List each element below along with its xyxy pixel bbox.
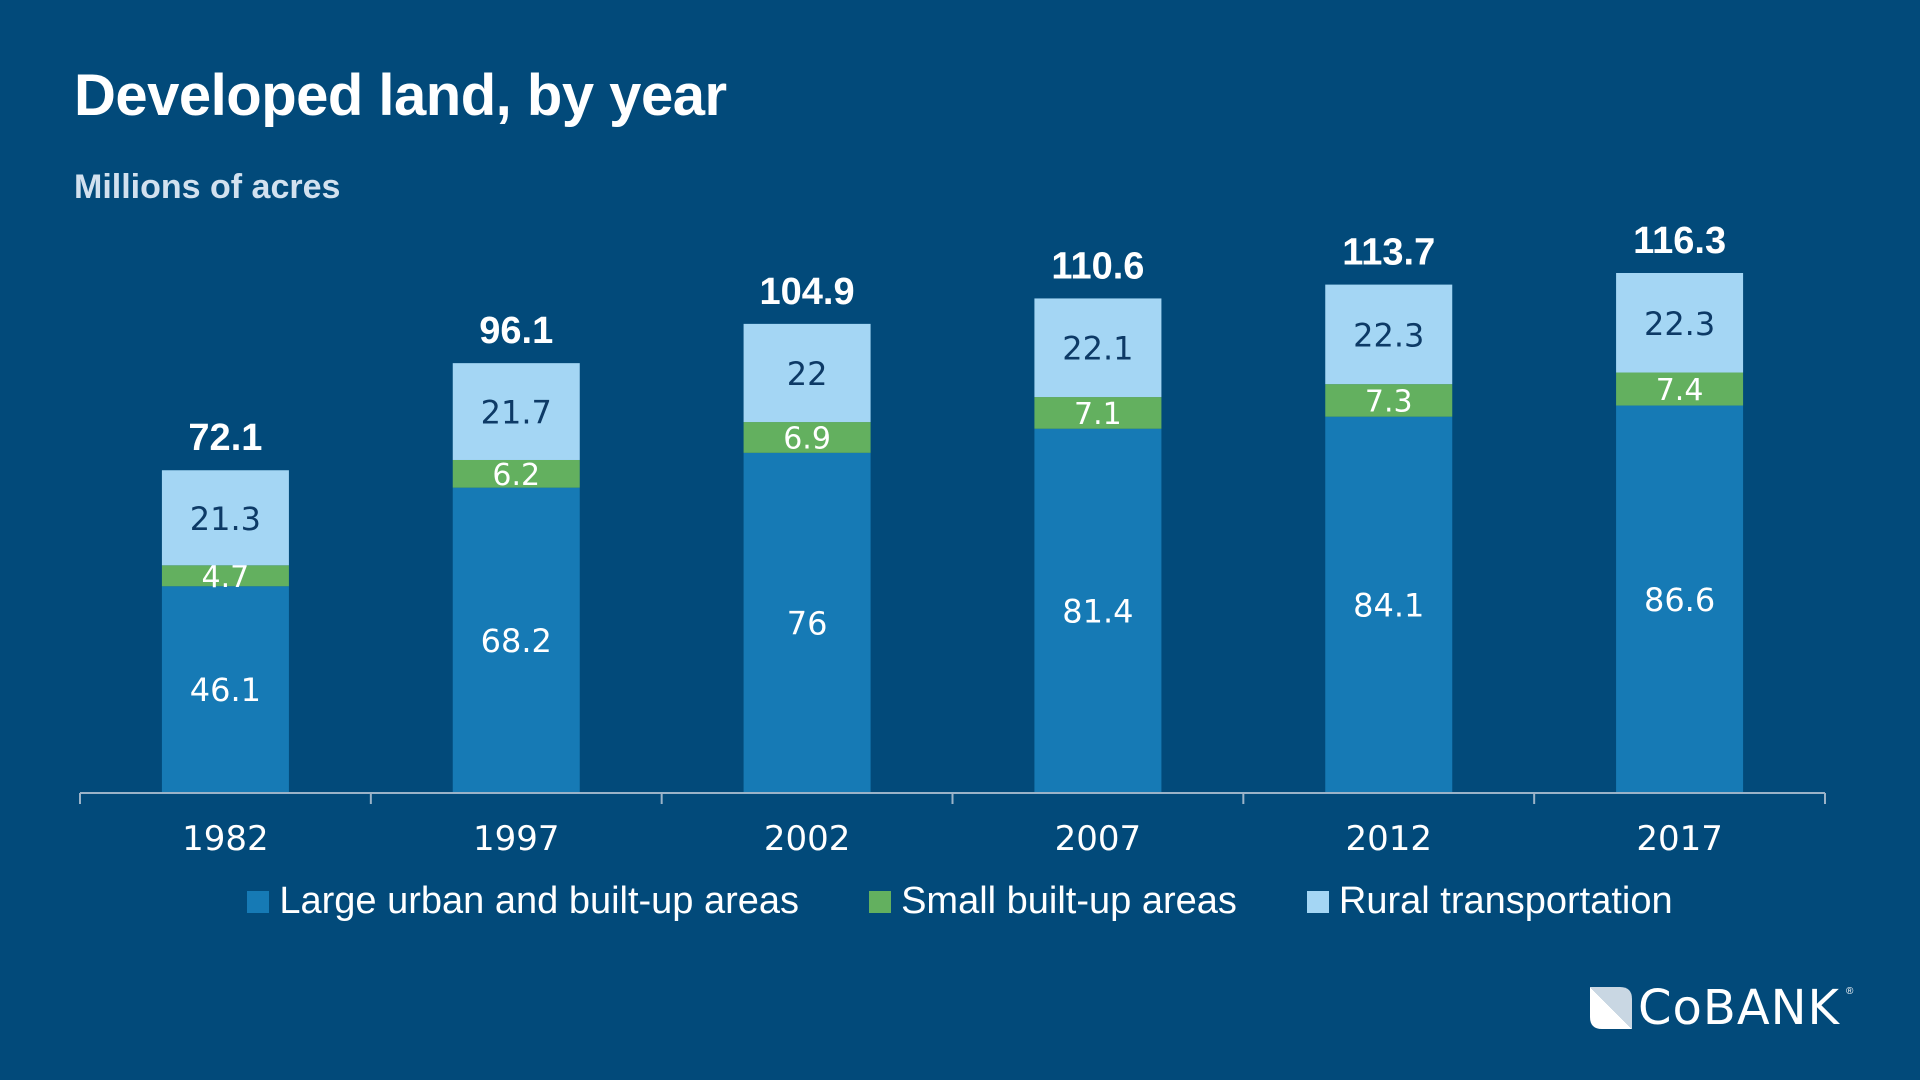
- bar-segment-small-builtup: [743, 422, 871, 453]
- total-label: 110.6: [1051, 245, 1144, 287]
- legend-label: Rural transportation: [1338, 880, 1673, 922]
- cobank-logo-icon: [1590, 987, 1632, 1029]
- data-label: 86.6: [1644, 581, 1715, 619]
- legend-item-large-urban: Large urban and built-up areas: [247, 880, 799, 923]
- x-tick-label: 1982: [182, 819, 269, 859]
- data-label: 4.7: [202, 560, 250, 595]
- data-label: 6.2: [492, 458, 540, 493]
- data-label: 46.1: [190, 671, 261, 709]
- bar-segment-large-urban: [1616, 405, 1744, 792]
- legend-item-small-builtup: Small built-up areas: [869, 880, 1237, 923]
- data-label: 6.9: [783, 421, 831, 456]
- data-label: 21.3: [190, 500, 261, 538]
- bar-segment-rural-transport: [743, 323, 871, 423]
- logo-text: CoBANK: [1638, 980, 1841, 1036]
- legend-label: Small built-up areas: [901, 880, 1237, 922]
- data-label: 21.7: [481, 394, 552, 432]
- bar-segment-small-builtup: [161, 565, 289, 587]
- chart-subtitle: Millions of acres: [74, 168, 341, 206]
- legend: Large urban and built-up areas Small bui…: [0, 880, 1920, 923]
- legend-item-rural-transport: Rural transportation: [1306, 880, 1673, 923]
- bar-segment-large-urban: [161, 586, 289, 792]
- data-label: 68.2: [481, 622, 552, 660]
- x-tick-label: 2007: [1055, 819, 1142, 859]
- total-label: 113.7: [1342, 232, 1435, 274]
- cobank-logo: CoBANK ®: [1590, 980, 1853, 1036]
- chart-title: Developed land, by year: [74, 63, 727, 128]
- bar-segment-rural-transport: [1325, 284, 1453, 385]
- bar-segment-large-urban: [1325, 416, 1453, 792]
- legend-swatch-rural-transport: [1306, 890, 1329, 913]
- total-label: 116.3: [1633, 220, 1726, 262]
- bar-segment-small-builtup: [1616, 372, 1744, 406]
- data-label: 22.3: [1644, 305, 1715, 343]
- data-label: 81.4: [1062, 592, 1133, 630]
- bar-segment-small-builtup: [1034, 397, 1162, 429]
- bar-segment-large-urban: [1034, 428, 1162, 792]
- bar-segment-rural-transport: [1034, 298, 1162, 398]
- legend-label: Large urban and built-up areas: [279, 880, 800, 922]
- bar-segment-rural-transport: [452, 363, 580, 460]
- bar-segment-rural-transport: [161, 470, 289, 566]
- legend-swatch-small-builtup: [869, 890, 892, 913]
- data-label: 7.4: [1656, 373, 1704, 408]
- data-label: 7.1: [1074, 397, 1122, 432]
- bar-segment-rural-transport: [1616, 273, 1744, 373]
- data-label: 84.1: [1353, 586, 1424, 624]
- data-label: 22.1: [1062, 330, 1133, 368]
- x-tick-label: 2012: [1345, 819, 1432, 859]
- data-label: 22: [787, 355, 828, 393]
- data-label: 22.3: [1353, 316, 1424, 354]
- x-tick-label: 1997: [473, 819, 560, 859]
- x-tick-label: 2017: [1636, 819, 1723, 859]
- data-label: 76: [787, 604, 828, 642]
- registered-mark: ®: [1846, 986, 1854, 997]
- bar-segment-large-urban: [743, 452, 871, 792]
- legend-swatch-large-urban: [247, 890, 270, 913]
- total-label: 72.1: [188, 417, 262, 459]
- bar-segment-small-builtup: [1325, 384, 1453, 417]
- x-tick-label: 2002: [764, 819, 851, 859]
- total-label: 104.9: [760, 271, 855, 313]
- bar-segment-large-urban: [452, 487, 580, 792]
- bar-segment-small-builtup: [452, 459, 580, 488]
- total-label: 96.1: [479, 310, 553, 352]
- data-label: 7.3: [1365, 384, 1413, 419]
